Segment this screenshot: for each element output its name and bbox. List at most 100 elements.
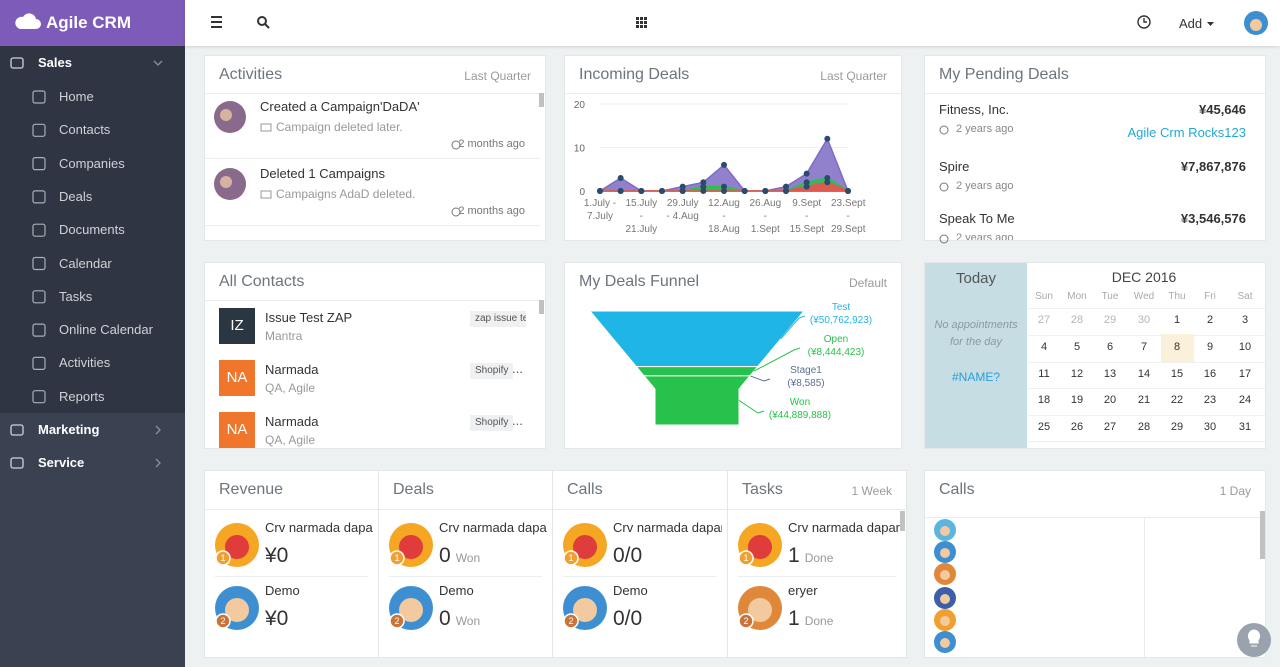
calendar-day[interactable]: 24 bbox=[1238, 394, 1252, 406]
calendar-day[interactable]: 29 bbox=[1103, 314, 1117, 326]
nav-item[interactable]: Tasks bbox=[59, 288, 93, 304]
calendar-day[interactable]: 8 bbox=[1173, 341, 1181, 353]
add-button[interactable]: Add bbox=[1179, 16, 1203, 31]
leader-name[interactable]: Crv narmada dapar bbox=[788, 520, 900, 535]
calendar-day[interactable]: 27 bbox=[1037, 314, 1051, 326]
today-highlight bbox=[1161, 334, 1194, 362]
leader-value: ¥0 bbox=[265, 545, 288, 566]
divider bbox=[565, 93, 901, 94]
leader-name[interactable]: Crv narmada dapar bbox=[439, 520, 547, 535]
calendar-day[interactable]: 15 bbox=[1170, 368, 1184, 380]
deal-name[interactable]: Speak To Me bbox=[939, 211, 1015, 226]
calendar-day[interactable]: 29 bbox=[1170, 421, 1184, 433]
deal-time: 2 years ago bbox=[956, 232, 1014, 240]
calendar-month: DEC 2016 bbox=[1111, 269, 1177, 285]
leader-name[interactable]: Crv narmada dapar bbox=[265, 520, 373, 535]
contacts-panel: All Contacts IZ Issue Test ZAP Mantra zap is… bbox=[205, 263, 545, 448]
panel-period[interactable]: Last Quarter bbox=[820, 69, 887, 83]
panel-period[interactable]: Default bbox=[848, 276, 887, 290]
leader-name[interactable]: Demo bbox=[439, 583, 474, 598]
calendar-day[interactable]: 22 bbox=[1170, 394, 1184, 406]
divider bbox=[205, 300, 545, 301]
activity-detail: Campaigns AdaD deleted. bbox=[276, 187, 416, 201]
calendar-day[interactable]: 4 bbox=[1040, 341, 1048, 353]
panel-period[interactable]: 1 Day bbox=[1219, 484, 1251, 498]
calendar-day[interactable]: 1 bbox=[1173, 314, 1181, 326]
point bbox=[824, 174, 831, 181]
calendar-day[interactable]: 23 bbox=[1203, 394, 1217, 406]
nav-item[interactable]: Activities bbox=[59, 355, 111, 371]
sales-block bbox=[0, 46, 185, 413]
point bbox=[845, 188, 851, 194]
point bbox=[700, 179, 707, 186]
weekday: Sun bbox=[1035, 291, 1053, 302]
nav-section[interactable]: Sales bbox=[38, 55, 72, 70]
calendar-day[interactable]: 27 bbox=[1103, 421, 1117, 433]
x-tick-label: 9.Sept - 15.Sept bbox=[789, 198, 825, 235]
calendar-day[interactable]: 5 bbox=[1073, 341, 1081, 353]
y-tick-label: 0 bbox=[579, 187, 585, 198]
calendar-day[interactable]: 14 bbox=[1137, 368, 1151, 380]
deal-name[interactable]: Fitness, Inc. bbox=[939, 102, 1010, 117]
leader-name[interactable]: eryer bbox=[788, 583, 818, 598]
leader-value: 0 Won bbox=[439, 545, 480, 566]
leader-name[interactable]: Crv narmada dapar bbox=[613, 520, 722, 535]
nav-item[interactable]: Contacts bbox=[59, 122, 111, 138]
y-tick-label: 20 bbox=[574, 100, 586, 111]
calendar-day[interactable]: 11 bbox=[1038, 368, 1050, 380]
calendar-day[interactable]: 28 bbox=[1137, 421, 1151, 433]
nav-item[interactable]: Home bbox=[59, 89, 94, 104]
calendar-day[interactable]: 10 bbox=[1238, 341, 1252, 353]
calendar-day[interactable]: 2 bbox=[1206, 314, 1214, 326]
deal-owner[interactable]: Agile Crm Rocks123 bbox=[1127, 125, 1247, 140]
calendar-day[interactable]: 21 bbox=[1137, 394, 1151, 406]
nav-item[interactable]: Documents bbox=[59, 222, 125, 238]
contact-name[interactable]: Narmada bbox=[265, 414, 319, 429]
nav-item[interactable]: Deals bbox=[59, 188, 93, 204]
calendar-day[interactable]: 18 bbox=[1037, 394, 1051, 406]
divider bbox=[1144, 517, 1145, 657]
leader-name[interactable]: Demo bbox=[613, 583, 648, 598]
nav-item[interactable]: Reports bbox=[59, 388, 105, 404]
calendar-day[interactable]: 7 bbox=[1140, 341, 1148, 353]
calendar-day[interactable]: 20 bbox=[1103, 394, 1117, 406]
calendar-day[interactable]: 9 bbox=[1206, 341, 1214, 353]
nav-item[interactable]: Online Calendar bbox=[59, 322, 153, 338]
panel-period[interactable]: 1 Week bbox=[851, 484, 892, 498]
panel-title: Calls bbox=[567, 481, 603, 498]
leaderboard-panel: Deals Crv narmada dapar 0 Won Demo 0 Won bbox=[379, 471, 552, 657]
calendar-day[interactable]: 30 bbox=[1137, 314, 1151, 326]
contact-name[interactable]: Narmada bbox=[265, 362, 319, 377]
contact-initials: NA bbox=[219, 412, 255, 448]
nav-section[interactable]: Marketing bbox=[38, 422, 100, 437]
leader-name[interactable]: Demo bbox=[265, 583, 300, 598]
calendar-day[interactable]: 12 bbox=[1070, 368, 1084, 380]
deal-name[interactable]: Spire bbox=[939, 159, 970, 174]
point bbox=[721, 188, 727, 194]
panel-period[interactable]: Last Quarter bbox=[464, 69, 531, 83]
calendar-day[interactable]: 26 bbox=[1070, 421, 1084, 433]
today-link[interactable]: #NAME? bbox=[951, 370, 1001, 384]
calendar-day[interactable]: 13 bbox=[1103, 368, 1117, 380]
activity-title: Deleted 1 Campaigns bbox=[260, 166, 386, 181]
nav-item[interactable]: Companies bbox=[59, 155, 125, 171]
calendar-day[interactable]: 16 bbox=[1203, 368, 1217, 380]
calendar-day[interactable]: 31 bbox=[1238, 421, 1252, 433]
panel-title: All Contacts bbox=[219, 273, 305, 290]
panel-title: Tasks bbox=[742, 481, 783, 498]
funnel-segment bbox=[588, 310, 806, 368]
calendar-day[interactable]: 3 bbox=[1241, 314, 1249, 326]
calendar-day[interactable]: 30 bbox=[1203, 421, 1217, 433]
calendar-day[interactable]: 6 bbox=[1106, 341, 1114, 353]
contact-name[interactable]: Issue Test ZAP bbox=[265, 310, 353, 325]
calendar-day[interactable]: 19 bbox=[1070, 394, 1084, 406]
x-tick-label: 29.July - 4.Aug bbox=[666, 198, 699, 222]
calendar-day[interactable]: 28 bbox=[1070, 314, 1084, 326]
nav-section[interactable]: Service bbox=[38, 455, 85, 470]
calendar-day[interactable]: 17 bbox=[1238, 368, 1252, 380]
value: ¥0 bbox=[265, 607, 289, 630]
calendar-day[interactable]: 25 bbox=[1037, 421, 1051, 433]
nav-item[interactable]: Calendar bbox=[59, 255, 112, 271]
value: 0 bbox=[439, 544, 451, 567]
point bbox=[638, 188, 645, 194]
